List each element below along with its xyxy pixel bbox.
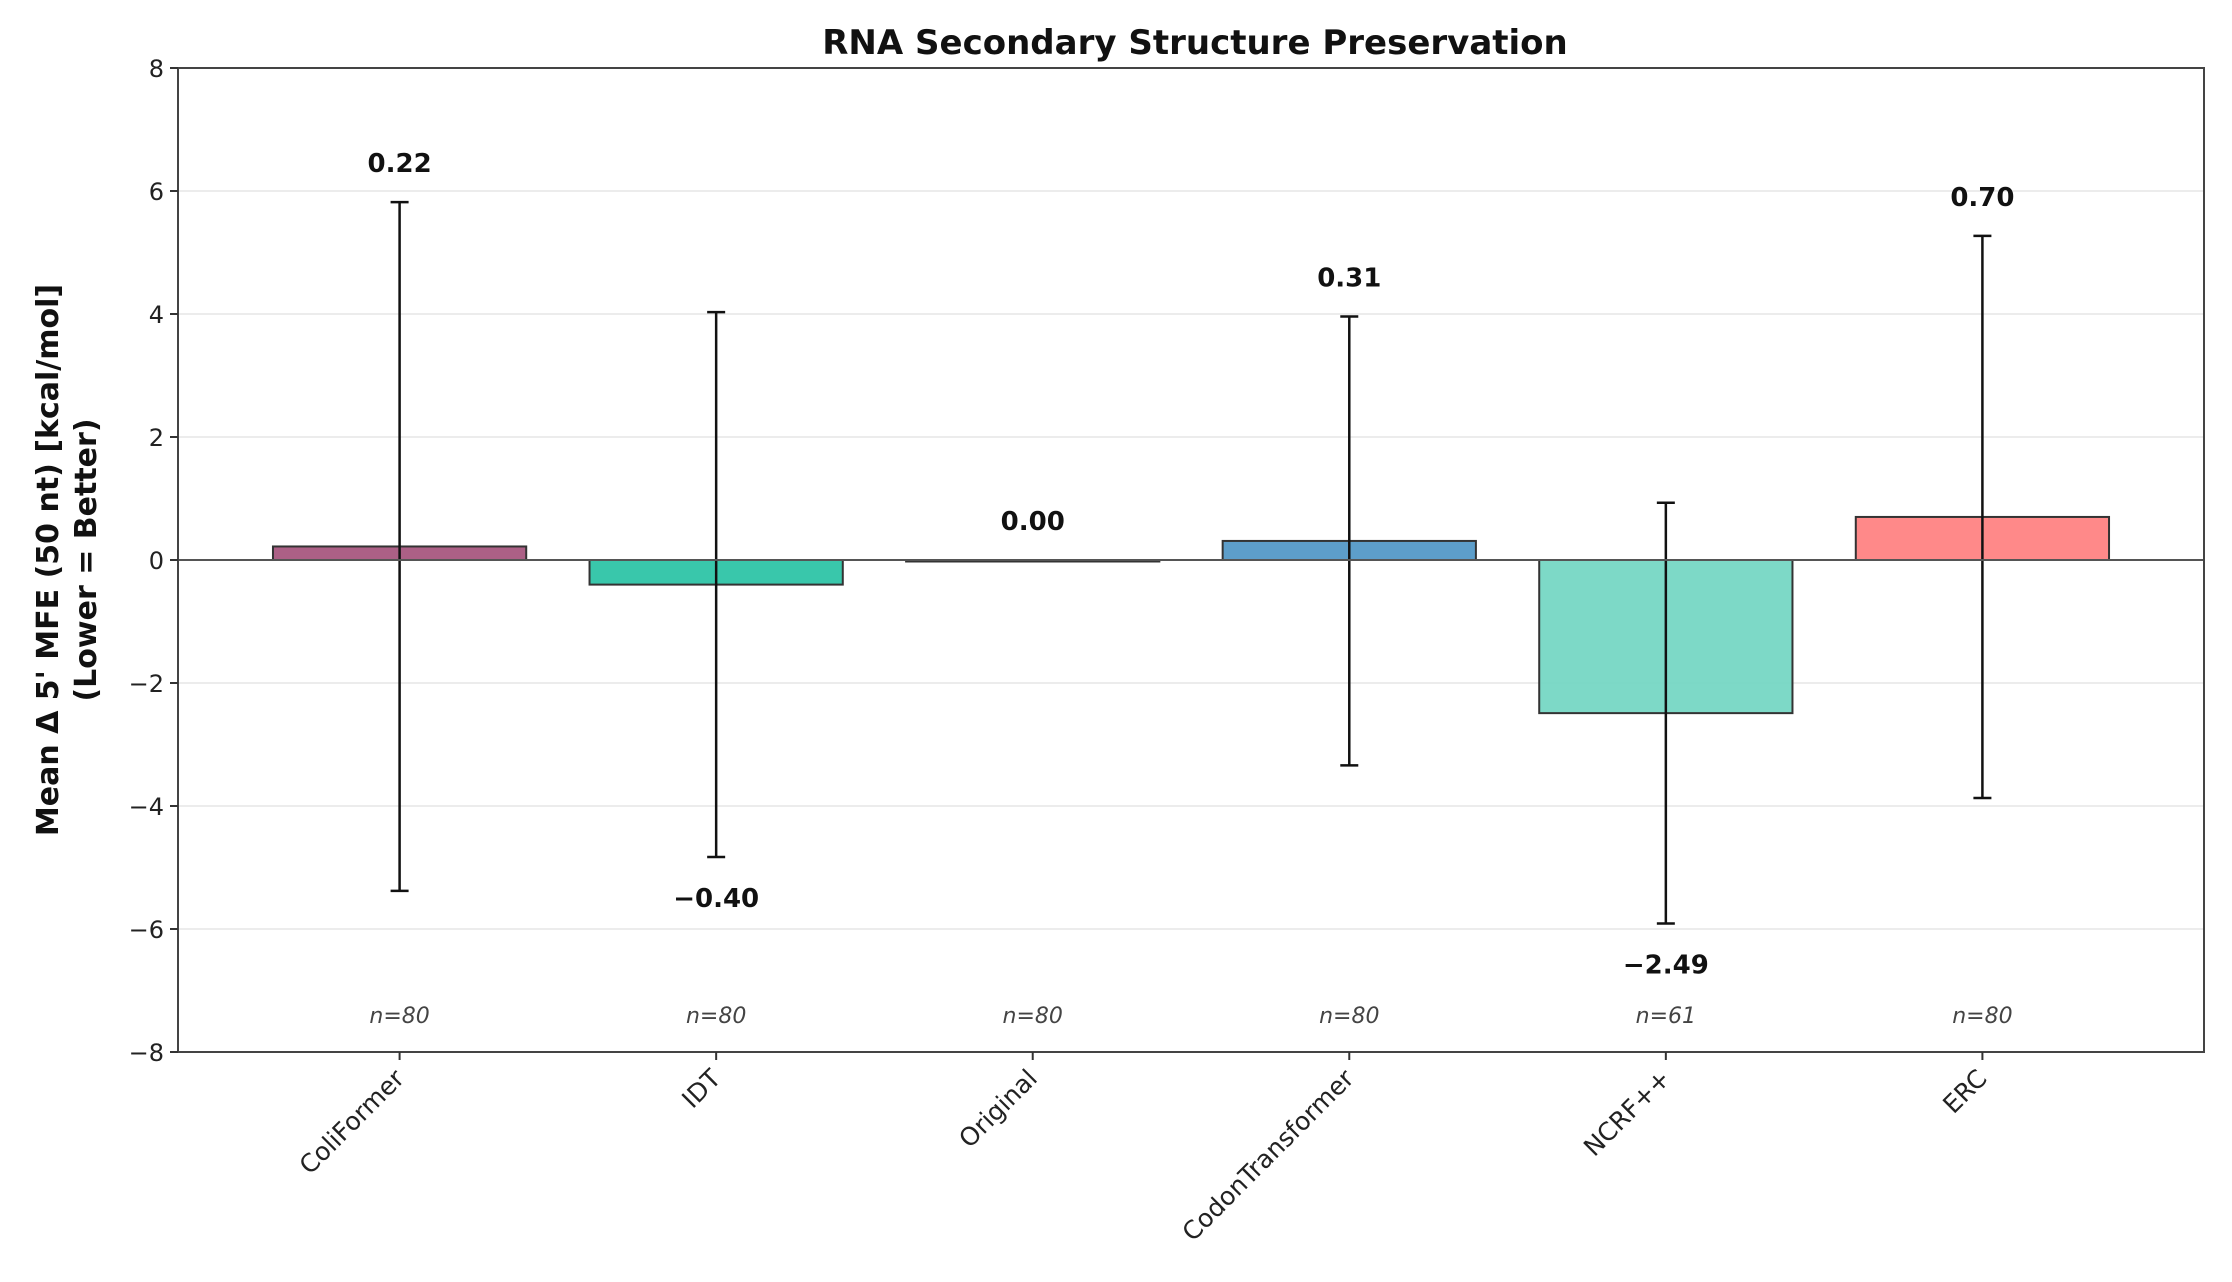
- y-tick-label: −2: [129, 670, 164, 698]
- x-tick-label: Original: [953, 1064, 1043, 1154]
- value-label-0: 0.22: [368, 149, 432, 179]
- value-label-1: −0.40: [673, 884, 759, 914]
- value-labels: 0.22 n=80 −0.40 n=80 0.00 n=80 0.31 n=80 −2.49 n=…: [368, 149, 2015, 1029]
- y-axis-label: Mean Δ 5' MFE (50 nt) [kcal/mol]: [31, 284, 66, 836]
- x-tick-label: ColiFormer: [294, 1063, 411, 1180]
- y-tick-label: −8: [129, 1039, 164, 1067]
- n-label-1: n=80: [686, 1004, 746, 1029]
- y-axis-label-line2: (Lower = Better): [69, 418, 104, 701]
- y-tick-label: −4: [129, 793, 164, 821]
- value-label-2: 0.00: [1001, 507, 1065, 537]
- y-tick-label: 0: [149, 547, 164, 575]
- n-label-5: n=80: [1952, 1004, 2012, 1029]
- n-label-3: n=80: [1319, 1004, 1379, 1029]
- value-label-3: 0.31: [1317, 263, 1381, 293]
- y-tick-label: −6: [129, 916, 164, 944]
- chart-title: RNA Secondary Structure Preservation: [822, 23, 1567, 63]
- error-bars: [390, 200, 1992, 925]
- n-label-4: n=61: [1636, 1004, 1696, 1029]
- y-tick-label: 8: [149, 55, 164, 83]
- x-tick-label: IDT: [676, 1063, 727, 1114]
- x-tick-label: ERC: [1937, 1064, 1992, 1119]
- x-tick-label: CodonTransformer: [1177, 1063, 1360, 1246]
- axes: −8 −6 −4 −2 0 2 4 6 8 ColiFormer IDT Original CodonT…: [129, 55, 2205, 1247]
- value-label-4: −2.49: [1623, 950, 1709, 980]
- value-label-5: 0.70: [1950, 183, 2014, 213]
- y-tick-label: 6: [149, 178, 164, 206]
- y-tick-label: 4: [149, 301, 164, 329]
- x-tick-label: NCRF++: [1578, 1064, 1676, 1162]
- y-tick-label: 2: [149, 424, 164, 452]
- n-label-2: n=80: [1003, 1004, 1063, 1029]
- n-label-0: n=80: [369, 1004, 429, 1029]
